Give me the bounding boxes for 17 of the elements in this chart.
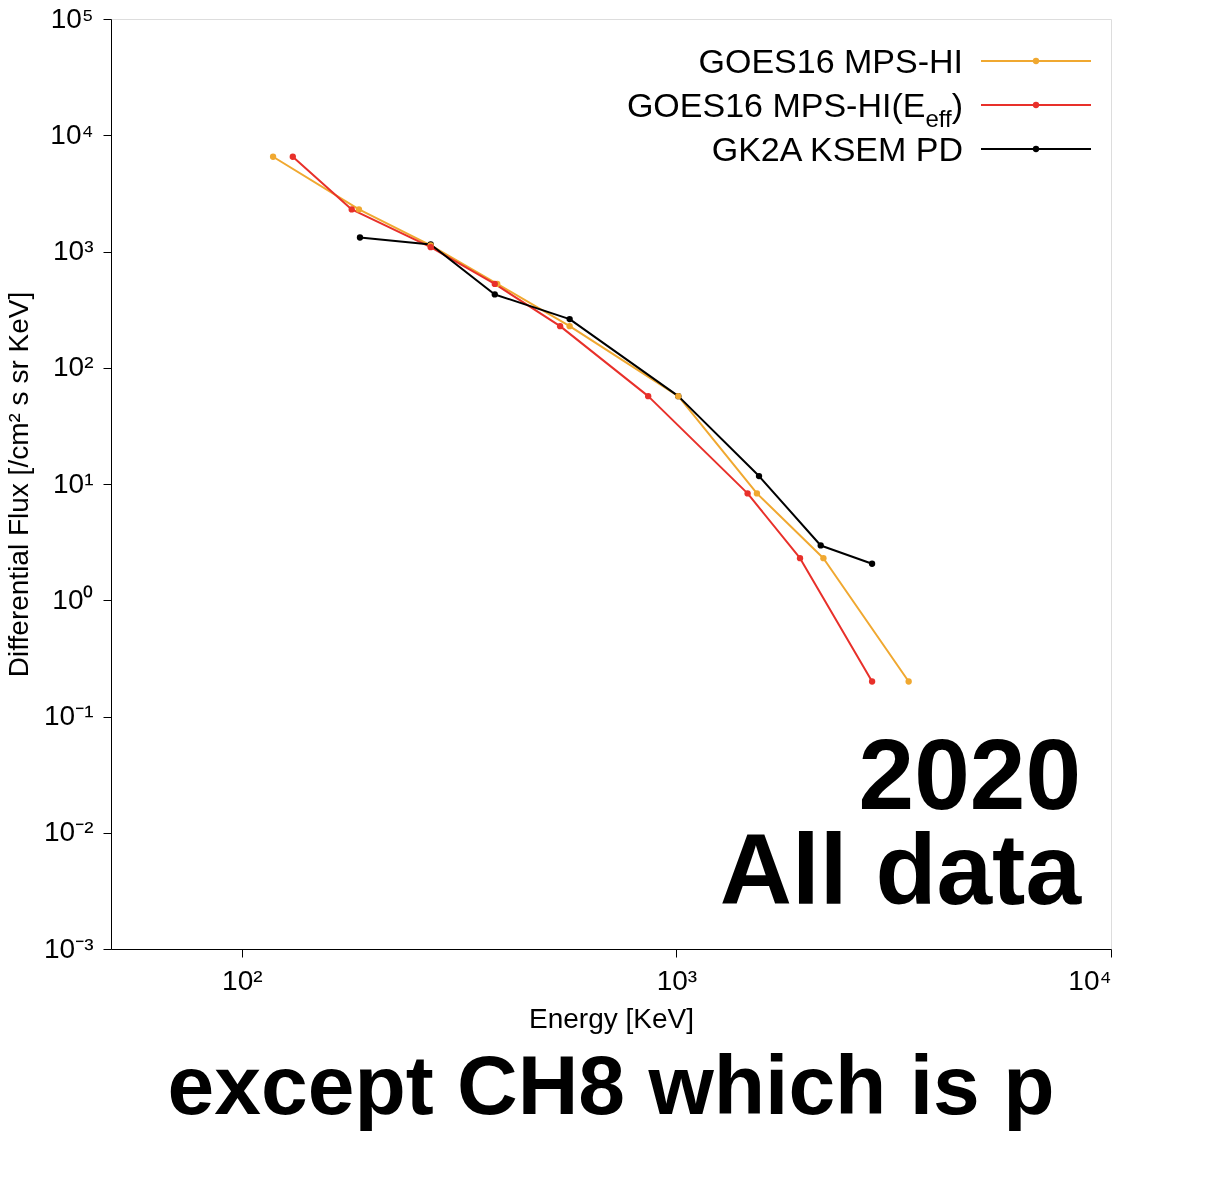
y-axis-title: Differential Flux [/cm² s sr KeV] <box>3 291 35 678</box>
y-tick-label: 10⁻³ <box>44 932 94 964</box>
legend-label: GK2A KSEM PD <box>711 130 964 168</box>
text: except CH8 which is p <box>167 1038 1055 1132</box>
y-tick-label: 10⁰ <box>52 583 94 615</box>
x-tick-label: 10² <box>222 964 263 996</box>
x-axis-title: Energy [KeV] <box>529 1002 694 1034</box>
y-tick-label: 10⁻² <box>44 816 94 848</box>
x-tick-label: 10³ <box>656 964 698 996</box>
y-tick-label: 10⁻¹ <box>44 700 94 731</box>
y-tick-label: 10² <box>53 351 94 383</box>
y-tick-label: 10¹ <box>53 467 94 499</box>
y-tick-label: 10³ <box>53 235 94 266</box>
x-tick-label: 10⁴ <box>1068 964 1112 996</box>
legend-label: GOES16 MPS-HI <box>698 42 964 80</box>
y-tick-label: 10⁵ <box>50 2 94 34</box>
y-tick-label: 10⁴ <box>50 118 94 150</box>
